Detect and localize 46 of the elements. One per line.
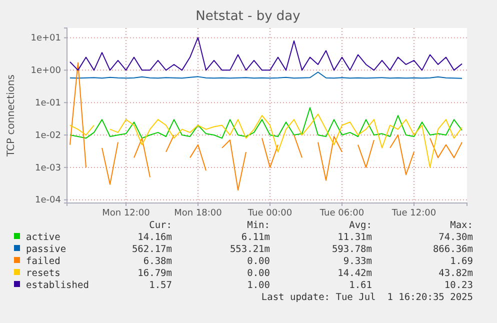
legend-label: active <box>26 232 61 243</box>
x-tick-label: Tue 00:00 <box>246 208 292 218</box>
text: 6.38m <box>143 256 172 267</box>
text: 1.00 <box>247 280 270 291</box>
y-tick-label: 1e-02 <box>35 130 61 141</box>
line-series <box>70 72 462 79</box>
y-tick-label: 1e+01 <box>30 34 61 44</box>
text: 9.33m <box>343 256 372 267</box>
text: Avg: <box>349 220 372 231</box>
text: 0.00 <box>247 256 270 267</box>
text: 14.16m <box>138 232 172 243</box>
text: 1.57 <box>149 280 172 291</box>
y-tick-label: 1e-04 <box>35 196 62 206</box>
text: 74.30m <box>438 232 474 243</box>
text: 16.79m <box>138 268 172 279</box>
y-axis-title: TCP connections <box>6 74 17 158</box>
text: 1.69 <box>450 256 474 267</box>
text: 10.23 <box>444 280 473 291</box>
y-tick-label: 1e-01 <box>35 98 61 108</box>
text: Cur: <box>149 220 172 231</box>
legend-label: failed <box>26 256 60 267</box>
x-tick-label: Mon 12:00 <box>102 208 150 218</box>
x-tick-label: Tue 06:00 <box>318 208 364 218</box>
text: 562.17m <box>132 244 172 255</box>
legend-label: established <box>26 280 89 291</box>
line-series <box>70 36 462 71</box>
text: Last update: Tue Jul 1 16:20:35 2025 <box>261 292 473 303</box>
line-series <box>70 107 462 139</box>
x-tick-label: Mon 18:00 <box>174 208 222 218</box>
text: 593.78m <box>332 244 372 255</box>
text: 43.82m <box>438 268 474 279</box>
text: 1.61 <box>349 280 372 291</box>
text: 553.21m <box>230 244 270 255</box>
legend-label: passive <box>26 244 66 255</box>
text: 14.42m <box>338 268 372 279</box>
y-tick-label: 1e-03 <box>35 163 61 174</box>
x-tick-label: Tue 12:00 <box>390 208 436 218</box>
text: 6.11m <box>241 232 270 243</box>
text: 11.31m <box>338 232 372 243</box>
legend-label: resets <box>26 268 60 279</box>
y-tick-label: 1e+00 <box>30 66 62 76</box>
text: 0.00 <box>247 268 270 279</box>
chart-title: Netstat - by day <box>196 9 301 24</box>
text: Max: <box>450 220 473 231</box>
text: Min: <box>247 220 270 231</box>
text: 866.36m <box>432 244 474 255</box>
